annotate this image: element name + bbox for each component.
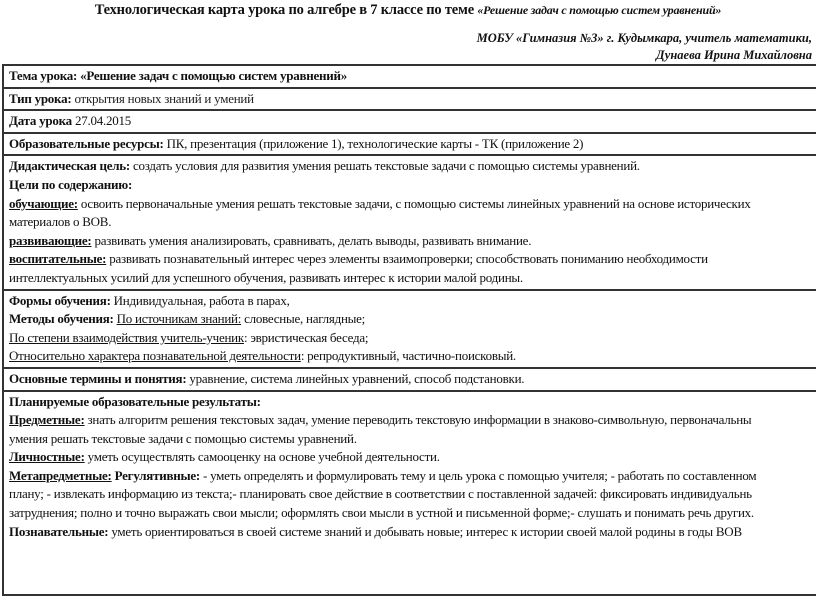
label: Познавательные: [9, 523, 109, 539]
label: Методы обучения: [9, 311, 114, 327]
value: уметь осуществлять самооценку на основе … [84, 449, 440, 465]
row-methods: Формы обучения: Индивидуальная, работа в… [4, 291, 816, 369]
document-topic: «Решение задач с помощью систем уравнени… [477, 3, 722, 17]
document-title: Технологическая карта урока по алгебре в… [94, 2, 722, 18]
value: освоить первоначальные умения решать тек… [77, 195, 751, 211]
value: развивать познавательный интерес через э… [106, 251, 708, 267]
label: Цели по содержанию: [9, 176, 133, 192]
value: «Решение задач с помощью систем уравнени… [77, 68, 347, 83]
value: уравнение, система линейных уравнений, с… [186, 370, 525, 386]
value: ПК, презентация (приложение 1), технолог… [163, 135, 584, 151]
label: Относительно характера познавательной де… [9, 348, 301, 364]
row-resources: Образовательные ресурсы: ПК, презентация… [4, 134, 816, 157]
value: умения решать текстовые задачи с помощью… [9, 430, 357, 446]
value: Индивидуальная, работа в парах, [110, 292, 290, 308]
value: материалов о ВОВ. [9, 214, 112, 230]
label: Дата урока [9, 113, 72, 129]
author-name: Дунаева Ирина Михайловна [655, 48, 812, 62]
value: : репродуктивный, частично-поисковый. [300, 348, 516, 364]
label: воспитательные: [9, 251, 107, 267]
row-type: Тип урока: открытия новых знаний и умени… [4, 89, 816, 112]
value: словесные, наглядные; [241, 311, 366, 327]
label: По степени взаимодействия учитель-ученик [9, 329, 244, 345]
value: затруднения; полно и точно выражать свои… [9, 505, 754, 521]
label: Личностные: [9, 449, 85, 465]
value: открытия новых знаний и умений [71, 90, 254, 106]
row-theme: Тема урока: «Решение задач с помощью сис… [4, 66, 816, 89]
value: - уметь определять и формулировать тему … [199, 467, 757, 483]
value: : эвристическая беседа; [243, 329, 369, 345]
label: Регулятивные: [111, 467, 201, 483]
value: знать алгоритм решения текстовых задач, … [84, 412, 752, 428]
value: плану; - извлекать информацию из текста;… [9, 486, 752, 502]
value: 27.04.2015 [71, 113, 131, 129]
label: Планируемые образовательные результаты: [9, 393, 261, 409]
row-date: Дата урока 27.04.2015 [4, 111, 816, 134]
row-terms: Основные термины и понятия: уравнение, с… [4, 369, 816, 392]
value: уметь ориентироваться в своей системе зн… [108, 523, 742, 539]
label: Образовательные ресурсы: [9, 135, 164, 151]
label: Тема урока: [9, 68, 78, 83]
label: Тип урока: [9, 90, 72, 106]
lesson-map-table: Тема урока: «Решение задач с помощью сис… [2, 64, 816, 596]
value: создать условия для развития умения реша… [130, 158, 640, 174]
row-results: Планируемые образовательные результаты: … [4, 392, 816, 596]
author-school: МОБУ «Гимназия №3» г. Кудымкара, учитель… [476, 31, 812, 45]
label: Метапредметные: [9, 467, 112, 483]
label: По источникам знаний: [116, 311, 242, 327]
label: Дидактическая цель: [9, 158, 130, 174]
row-goals: Дидактическая цель: создать условия для … [4, 156, 816, 291]
label: Формы обучения: [9, 292, 111, 308]
label: Основные термины и понятия: [9, 370, 187, 386]
label: развивающие: [9, 232, 92, 248]
label: Предметные: [9, 412, 85, 428]
value: интеллектуальных усилий для успешного об… [9, 269, 523, 285]
value: развивать умения анализировать, сравнива… [91, 232, 532, 248]
label: обучающие: [9, 195, 78, 211]
